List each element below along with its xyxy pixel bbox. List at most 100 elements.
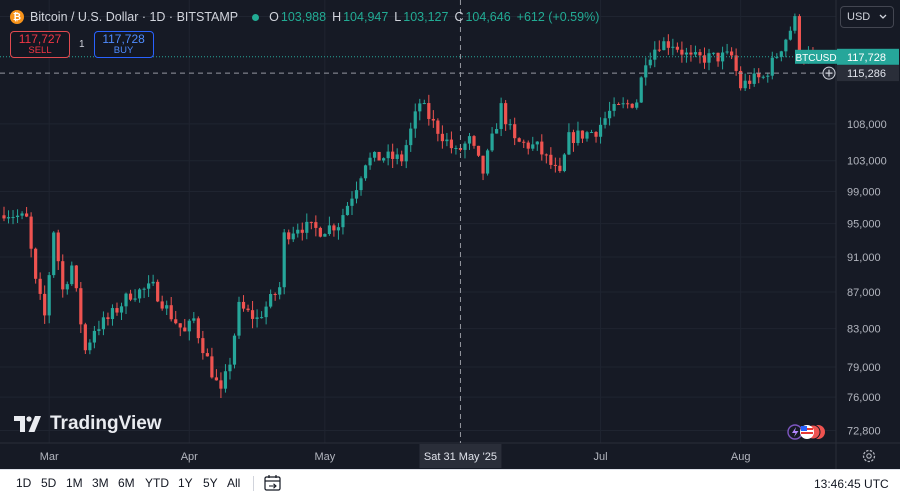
candle-body bbox=[56, 232, 60, 262]
candle-body bbox=[653, 49, 657, 60]
candle bbox=[323, 233, 327, 237]
candle bbox=[707, 48, 711, 71]
candle-body bbox=[223, 371, 228, 389]
candle-body bbox=[228, 364, 232, 372]
symbol-title[interactable]: Bitcoin / U.S. Dollar · 1D · BITSTAMP bbox=[30, 10, 239, 24]
candle-body bbox=[702, 55, 707, 63]
candle bbox=[730, 47, 734, 60]
crosshair-price-label: 115,286 bbox=[847, 68, 886, 80]
candle-body bbox=[296, 229, 300, 234]
candle bbox=[418, 98, 422, 121]
time-tick-label: Aug bbox=[731, 451, 751, 463]
tradingview-logo-icon bbox=[14, 416, 41, 432]
candle bbox=[725, 43, 729, 55]
candle-body bbox=[748, 80, 752, 84]
candle-body bbox=[255, 317, 259, 319]
candle-body bbox=[698, 52, 702, 56]
range-3m-button[interactable]: 3M bbox=[92, 476, 109, 490]
candle bbox=[282, 228, 286, 295]
candle bbox=[187, 318, 191, 341]
candle bbox=[196, 316, 200, 344]
candlestick-chart[interactable]: 124,000108,000103,00099,00095,00091,0008… bbox=[0, 0, 900, 469]
candle-body bbox=[260, 317, 264, 319]
candle-body bbox=[92, 330, 96, 343]
candle bbox=[79, 282, 83, 334]
candle-body bbox=[757, 73, 761, 78]
range-6m-button[interactable]: 6M bbox=[118, 476, 135, 490]
range-1y-button[interactable]: 1Y bbox=[178, 476, 193, 490]
candle bbox=[128, 289, 133, 302]
candle-body bbox=[345, 205, 350, 216]
candle-body bbox=[232, 335, 237, 365]
candle bbox=[183, 318, 187, 332]
price-tick-label: 95,000 bbox=[847, 219, 881, 231]
candle bbox=[6, 210, 11, 224]
candle bbox=[101, 311, 106, 336]
candle-body bbox=[52, 232, 56, 276]
events-markers[interactable] bbox=[787, 424, 825, 440]
candle bbox=[485, 148, 490, 176]
range-1m-button[interactable]: 1M bbox=[66, 476, 83, 490]
candle-body bbox=[440, 133, 444, 142]
candle-body bbox=[603, 118, 607, 125]
candle-body bbox=[65, 284, 69, 290]
candle bbox=[151, 274, 155, 286]
range-ytd-button[interactable]: YTD bbox=[145, 476, 169, 490]
range-all-button[interactable]: All bbox=[227, 476, 241, 490]
tradingview-logo[interactable]: TradingView bbox=[14, 413, 162, 435]
time-tick-label: May bbox=[314, 451, 335, 463]
candle bbox=[219, 372, 223, 398]
candle-body bbox=[526, 142, 530, 149]
candle-body bbox=[571, 132, 576, 143]
candle bbox=[689, 44, 693, 62]
candle-body bbox=[241, 301, 246, 309]
calendar-go-to-date-icon[interactable] bbox=[263, 474, 283, 492]
candle-body bbox=[793, 16, 797, 31]
candle bbox=[372, 151, 377, 162]
candle-body bbox=[382, 158, 386, 161]
crosshair-date-tag bbox=[419, 444, 502, 468]
candle bbox=[350, 191, 354, 216]
candle-body bbox=[205, 353, 209, 357]
sell-button[interactable]: 117,727 SELL bbox=[10, 31, 70, 58]
candle-body bbox=[531, 144, 535, 149]
candle-body bbox=[2, 215, 6, 219]
candle bbox=[237, 296, 241, 339]
candle-body bbox=[558, 165, 562, 172]
utc-clock[interactable]: 13:46:45 UTC bbox=[814, 477, 889, 491]
candle bbox=[784, 38, 788, 58]
candle bbox=[657, 40, 661, 53]
range-5y-button[interactable]: 5Y bbox=[203, 476, 218, 490]
candle bbox=[607, 101, 612, 126]
candle-body bbox=[174, 319, 178, 324]
candle bbox=[24, 206, 29, 218]
candle-body bbox=[128, 293, 133, 300]
range-1d-button[interactable]: 1D bbox=[16, 476, 32, 490]
candle bbox=[291, 226, 295, 243]
candle-body bbox=[79, 288, 83, 325]
candle bbox=[549, 147, 553, 169]
chart-settings-gear-icon[interactable] bbox=[862, 449, 876, 463]
candle-body bbox=[481, 155, 485, 174]
price-tick-label: 108,000 bbox=[847, 119, 887, 131]
add-alert-plus-icon[interactable] bbox=[822, 66, 836, 80]
candle bbox=[463, 141, 467, 159]
buy-button[interactable]: 117,728 BUY bbox=[93, 31, 154, 58]
candle bbox=[711, 52, 716, 56]
candle bbox=[693, 45, 698, 58]
candle-body bbox=[395, 154, 399, 159]
chart-area[interactable]: 124,000108,000103,00099,00095,00091,0008… bbox=[0, 0, 900, 469]
candle bbox=[770, 51, 774, 80]
currency-select[interactable]: USD bbox=[840, 6, 894, 28]
candle bbox=[110, 304, 115, 326]
candle bbox=[675, 42, 679, 53]
candle-body bbox=[671, 46, 675, 48]
candle-body bbox=[74, 265, 78, 289]
candle bbox=[589, 129, 594, 133]
candle-body bbox=[142, 288, 146, 290]
range-5d-button[interactable]: 5D bbox=[41, 476, 57, 490]
candle bbox=[15, 209, 20, 223]
candle-body bbox=[436, 120, 440, 134]
candle-body bbox=[779, 51, 783, 57]
candle-body bbox=[210, 356, 214, 378]
